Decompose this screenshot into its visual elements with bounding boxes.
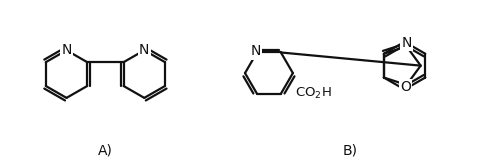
Text: N: N	[139, 43, 149, 57]
Text: N: N	[62, 43, 72, 57]
Text: B): B)	[342, 143, 357, 157]
Text: CO$_2$H: CO$_2$H	[296, 86, 332, 101]
Text: A): A)	[98, 143, 113, 157]
Text: N: N	[402, 36, 412, 50]
Text: N: N	[251, 45, 261, 58]
Text: O: O	[400, 80, 411, 94]
